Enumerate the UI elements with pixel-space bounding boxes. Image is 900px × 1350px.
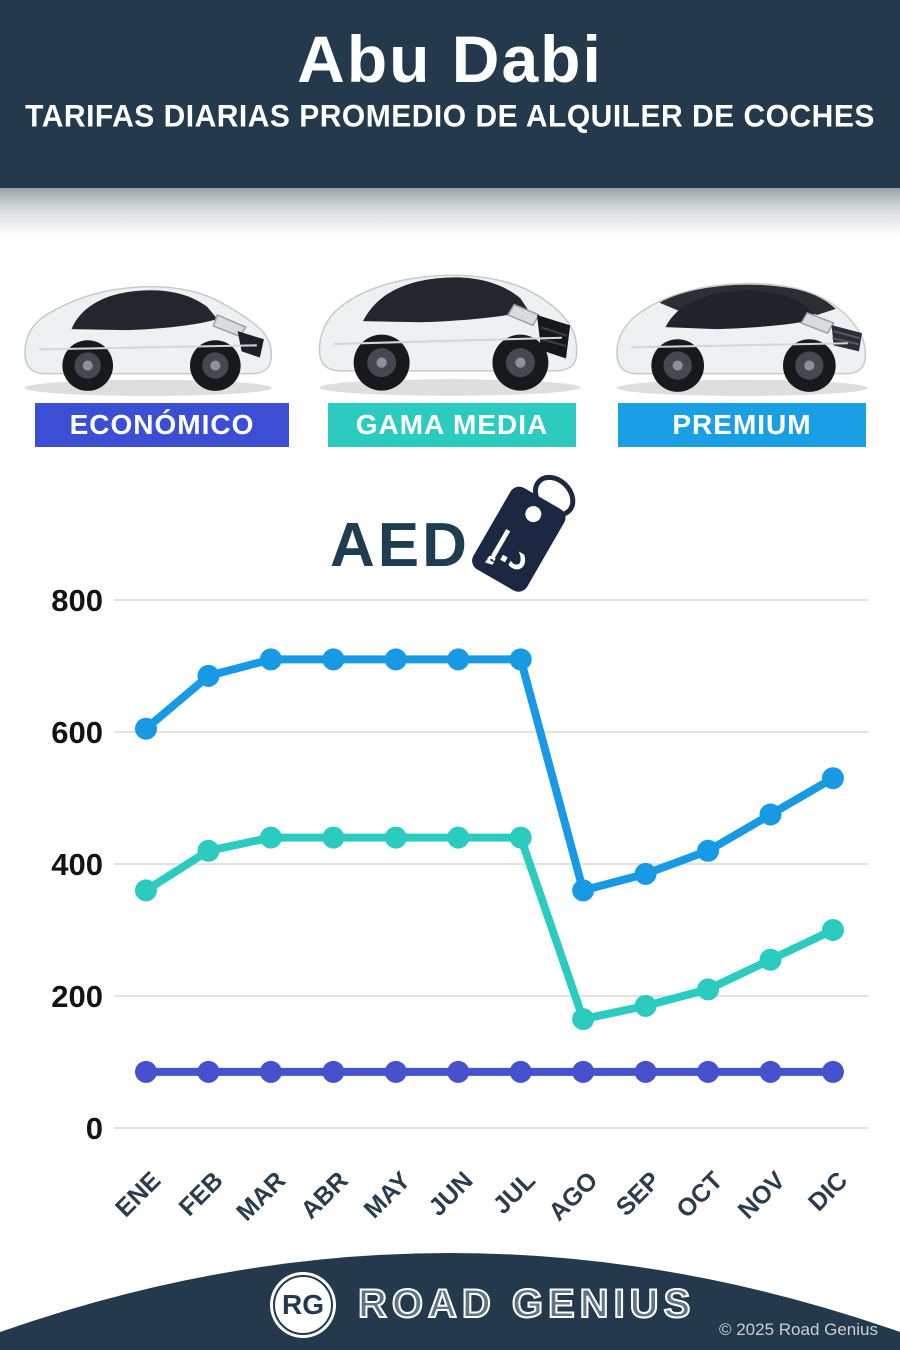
data-point-premium xyxy=(384,648,407,671)
header-shadow-gradient xyxy=(0,188,900,236)
page-title: Abu Dabi xyxy=(297,22,603,96)
data-point-gama-media xyxy=(322,826,345,849)
road-genius-logo-icon: RG xyxy=(270,1272,336,1338)
data-point-premium xyxy=(322,648,345,671)
data-point-econ-mico xyxy=(384,1060,407,1083)
data-point-premium xyxy=(135,717,157,740)
footer: RG ROAD GENIUS © 2025 Road Genius xyxy=(0,1262,900,1350)
data-point-premium xyxy=(759,803,782,826)
x-tick-label: SEP xyxy=(611,1166,666,1221)
data-point-gama-media xyxy=(447,826,470,849)
x-tick-label: DIC xyxy=(803,1166,853,1216)
x-tick-label: ENE xyxy=(110,1166,166,1222)
data-point-premium xyxy=(821,767,844,790)
y-tick-label: 400 xyxy=(51,847,103,882)
rates-line-chart: 0 200 400 600 800 ENE FEB MAR ABR MAY JUN JUL AGO SEP… xyxy=(51,583,868,1227)
header-banner: Abu Dabi TARIFAS DIARIAS PROMEDIO DE ALQ… xyxy=(0,0,900,188)
data-point-gama-media xyxy=(197,839,220,862)
data-point-gama-media xyxy=(135,879,157,902)
data-point-econ-mico xyxy=(259,1060,282,1083)
data-point-premium xyxy=(634,862,657,885)
data-point-premium xyxy=(572,879,595,902)
data-point-gama-media xyxy=(572,1008,595,1031)
data-point-econ-mico xyxy=(135,1060,157,1083)
category-label-text: ECONÓMICO xyxy=(69,409,255,440)
y-tick-label: 200 xyxy=(51,979,103,1014)
data-point-econ-mico xyxy=(821,1060,844,1083)
x-tick-label: MAR xyxy=(231,1166,291,1226)
data-point-premium xyxy=(447,648,470,671)
category-label-premium: PREMIUM xyxy=(618,403,866,447)
midsize-car-image xyxy=(318,274,581,396)
category-label-text: PREMIUM xyxy=(672,409,812,440)
data-point-econ-mico xyxy=(197,1060,220,1083)
logo-inner-ring: RG xyxy=(273,1275,333,1335)
currency-code-label: AED xyxy=(330,511,470,580)
currency-badge: AED د.إ xyxy=(0,462,900,612)
data-point-premium xyxy=(197,664,220,687)
x-tick-label: ABR xyxy=(295,1166,353,1224)
data-point-premium xyxy=(259,648,282,671)
premium-car-image xyxy=(616,282,869,396)
y-tick-label: 0 xyxy=(86,1111,103,1146)
x-tick-label: MAY xyxy=(359,1166,417,1224)
page-subtitle: TARIFAS DIARIAS PROMEDIO DE ALQUILER DE … xyxy=(25,99,875,134)
data-point-gama-media xyxy=(259,826,282,849)
x-tick-label: AGO xyxy=(543,1166,603,1226)
series-line-gama-media xyxy=(142,833,837,1024)
data-point-gama-media xyxy=(634,994,657,1017)
footer-dome-background xyxy=(0,1253,900,1350)
data-point-econ-mico xyxy=(572,1060,595,1083)
price-tag-icon: د.إ xyxy=(472,474,576,592)
logo-initials: RG xyxy=(282,1289,324,1320)
data-point-premium xyxy=(697,839,720,862)
economy-car-image xyxy=(24,285,273,396)
data-point-econ-mico xyxy=(509,1060,532,1083)
x-tick-label: FEB xyxy=(174,1166,229,1221)
series-line-premium xyxy=(142,655,837,895)
x-tick-label: OCT xyxy=(671,1166,728,1223)
brand-wordmark: ROAD GENIUS xyxy=(357,1281,696,1327)
data-point-econ-mico xyxy=(697,1060,720,1083)
copyright-text: © 2025 Road Genius xyxy=(718,1320,878,1339)
data-point-gama-media xyxy=(821,919,844,941)
rates-chart-section: 0 200 400 600 800 ENE FEB MAR ABR MAY JUN JUL AGO SEP… xyxy=(0,570,900,1230)
x-tick-label: NOV xyxy=(733,1166,791,1224)
x-tick-label: JUL xyxy=(488,1166,541,1219)
data-point-premium xyxy=(509,648,532,671)
x-tick-label: JUN xyxy=(423,1166,478,1221)
y-tick-label: 600 xyxy=(51,715,103,750)
data-point-gama-media xyxy=(509,826,532,849)
category-label-gama-media: GAMA MEDIA xyxy=(328,403,576,447)
data-point-gama-media xyxy=(384,826,407,849)
category-label-text: GAMA MEDIA xyxy=(355,409,549,440)
category-label-economico: ECONÓMICO xyxy=(35,403,289,447)
data-point-econ-mico xyxy=(634,1060,657,1083)
y-tick-label: 800 xyxy=(51,583,103,618)
data-point-econ-mico xyxy=(759,1060,782,1083)
data-point-econ-mico xyxy=(322,1060,345,1083)
data-point-gama-media xyxy=(697,978,720,1001)
data-point-gama-media xyxy=(759,948,782,971)
data-point-econ-mico xyxy=(447,1060,470,1083)
